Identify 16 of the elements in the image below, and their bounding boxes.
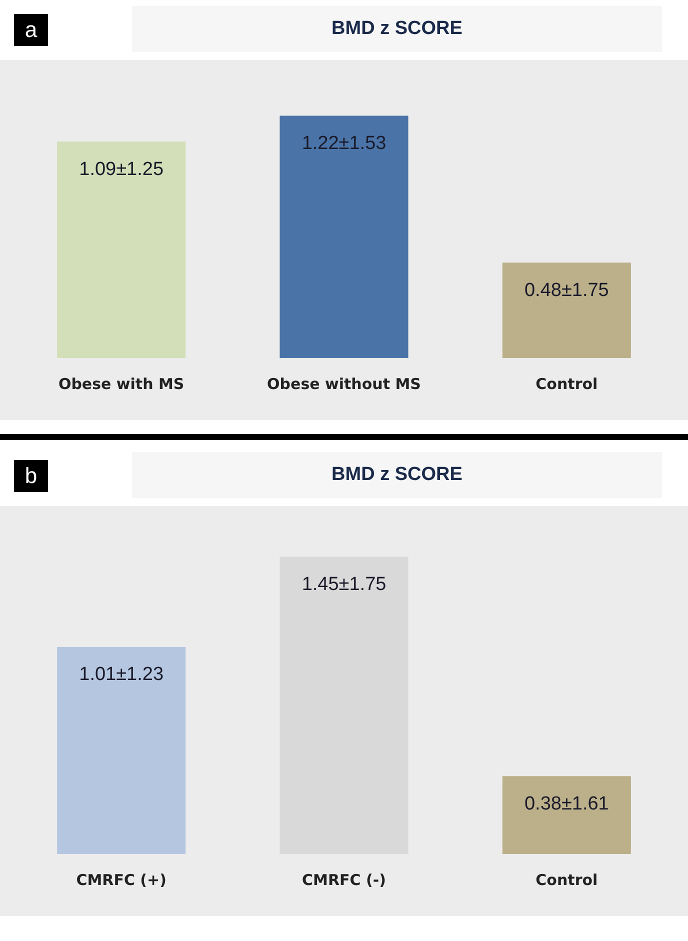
data-label: 1.45±1.75 [302,574,386,595]
text: a [14,14,48,46]
x-tick-label: Obese without MS [267,374,421,393]
data-label: 1.01±1.23 [79,664,164,686]
x-tick-label: Control [536,374,598,393]
x-tick-label: Obese with MS [58,374,184,393]
data-label: 1.22±1.53 [302,132,386,154]
data-label: 0.48±1.75 [524,280,609,301]
x-tick-label: CMRFC (-) [302,870,386,889]
chart-title: BMD z SCORE [132,6,662,52]
text: b [14,460,48,492]
chart-title: BMD z SCORE [132,452,662,498]
x-tick-label: CMRFC (+) [76,870,166,889]
data-label: 0.38±1.61 [524,793,609,814]
data-label: 1.09±1.25 [79,158,164,180]
x-tick-label: Control [536,870,598,889]
